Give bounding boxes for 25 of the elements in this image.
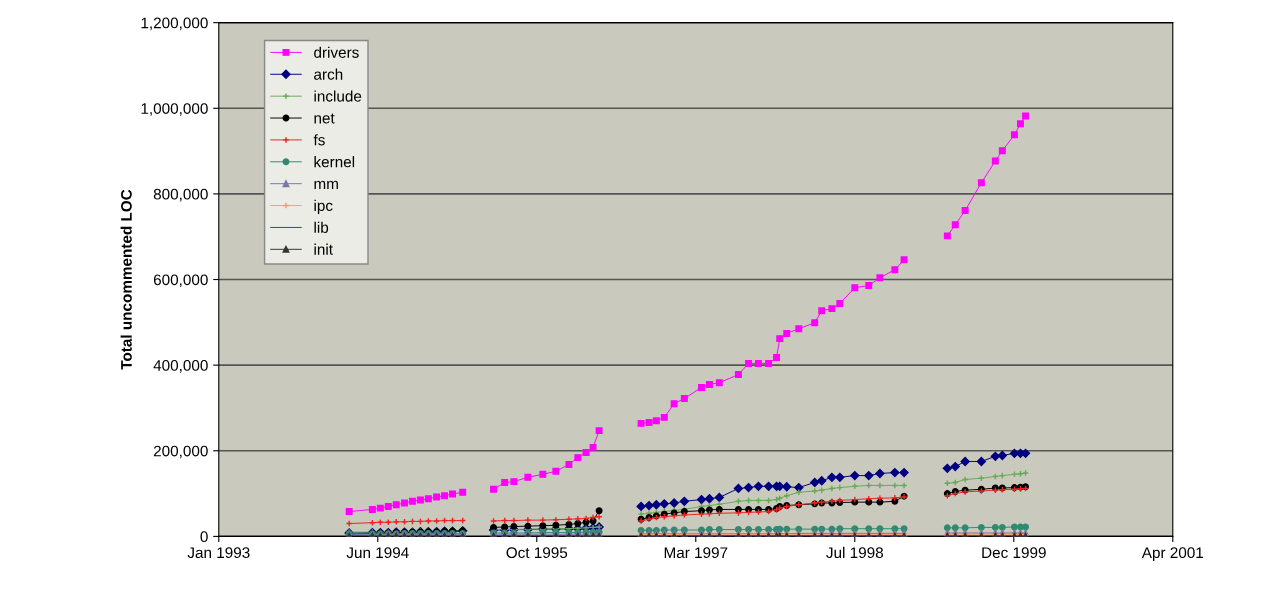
y-axis-title: Total uncommented LOC — [120, 189, 132, 370]
y-tick-label: 200,000 — [153, 445, 208, 459]
x-tick-label: Apr 2001 — [1141, 547, 1204, 562]
legend-label: kernel — [314, 156, 355, 168]
legend-label: lib — [314, 221, 329, 233]
legend-label: arch — [314, 68, 343, 80]
legend-label: include — [314, 90, 362, 102]
legend-label: mm — [314, 180, 338, 190]
x-tick-label: Mar 1997 — [664, 547, 728, 559]
legend-label: fs — [313, 134, 325, 146]
legend-label: drivers — [314, 46, 359, 58]
y-tick-label: 400,000 — [153, 360, 208, 373]
legend-label: ipc — [314, 199, 333, 215]
y-tick-label: 600,000 — [153, 274, 208, 288]
x-tick-label: Jan 1993 — [187, 547, 250, 559]
y-tick-label: 1,200,000 — [141, 17, 208, 31]
y-tick-label: 1,000,000 — [141, 103, 208, 116]
legend-label: init — [314, 243, 333, 255]
x-tick-label: Dec 1999 — [982, 547, 1046, 559]
x-tick-label: Jul 1998 — [826, 546, 883, 559]
y-tick-label: 0 — [200, 531, 208, 543]
x-tick-label: Jun 1994 — [346, 547, 409, 559]
y-tick-label: 800,000 — [153, 188, 208, 202]
legend-label: net — [314, 113, 335, 124]
x-tick-label: Oct 1995 — [506, 547, 568, 559]
